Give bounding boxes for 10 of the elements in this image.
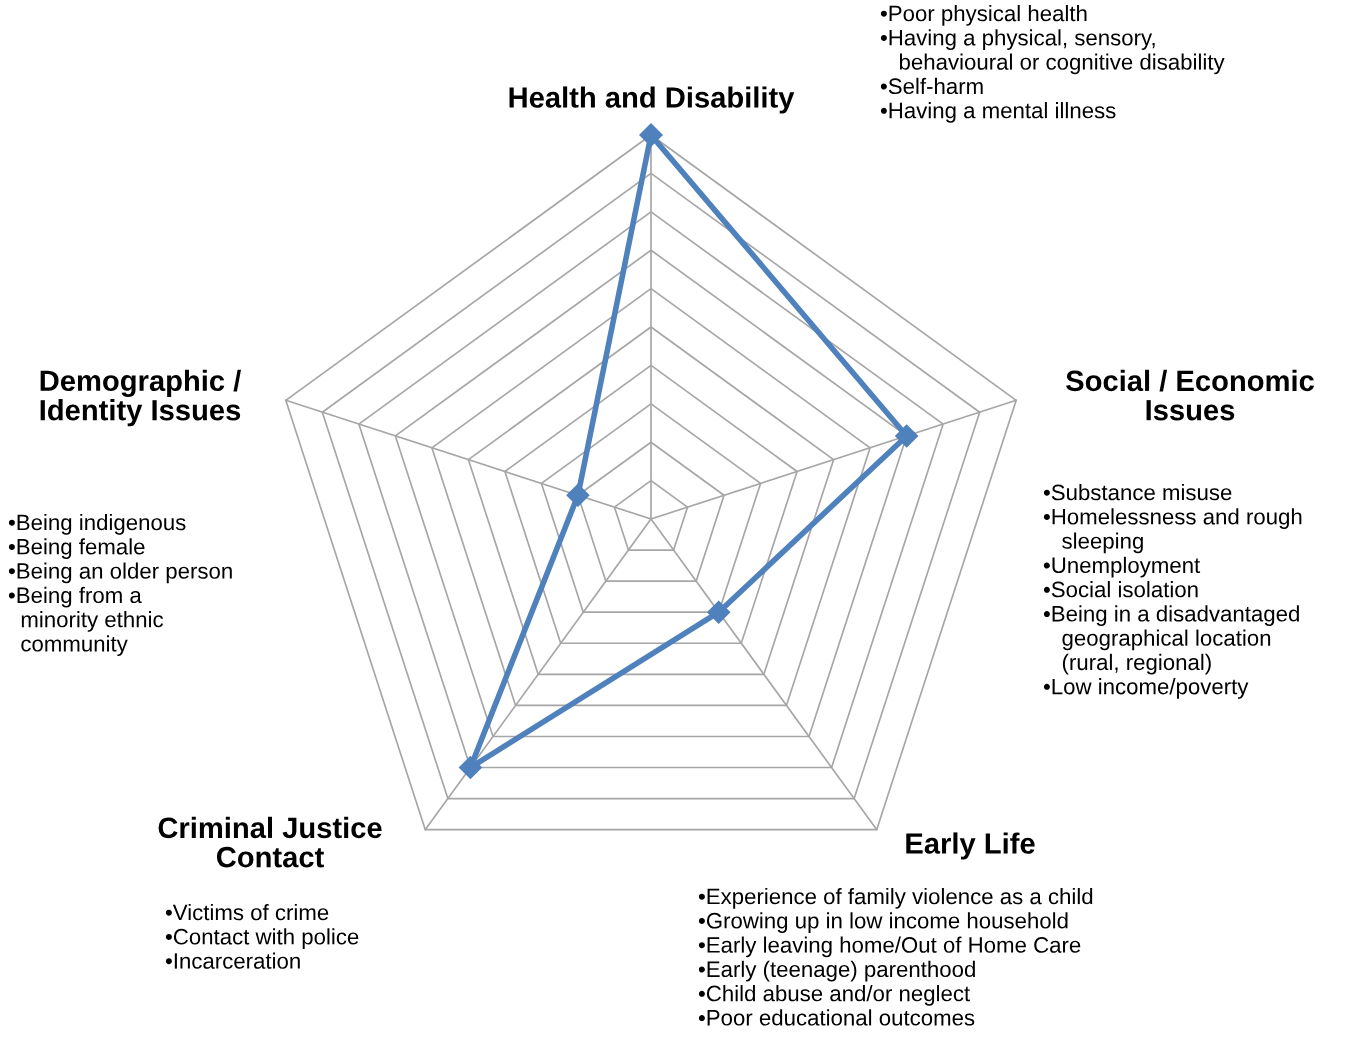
spoke-label: Social / Economic Issues <box>1066 369 1314 421</box>
text: •Victims of crime •Contact with police •Incarceration <box>165 904 359 969</box>
spoke-label: Demographic / Identity Issues <box>40 369 242 427</box>
text: •Poor physical health •Having a physical, sensory, behavioural or cognitive disability •Self-harm •Having a mental illness <box>880 5 1225 123</box>
spoke-label: Early Life <box>906 832 1035 860</box>
spoke-label: Health and Disability <box>509 86 795 114</box>
text: •Being indigenous •Being female •Being an older person •Being from a minority ethnic community <box>8 514 232 657</box>
spoke-label: Criminal Justice Contact <box>158 816 382 868</box>
text: •Experience of family violence as a child •Growing up in low income household •Early leaving home/Out of Home Care •Early (teenage) parenthood •Child abuse and/or neglect •Poor educational outcomes <box>698 888 1093 1026</box>
text: •Substance misuse •Homelessness and rough sleeping •Unemployment •Social isolation •Being in a disadvantaged geographical location (rural, regional) •Low income/poverty <box>1043 484 1302 699</box>
